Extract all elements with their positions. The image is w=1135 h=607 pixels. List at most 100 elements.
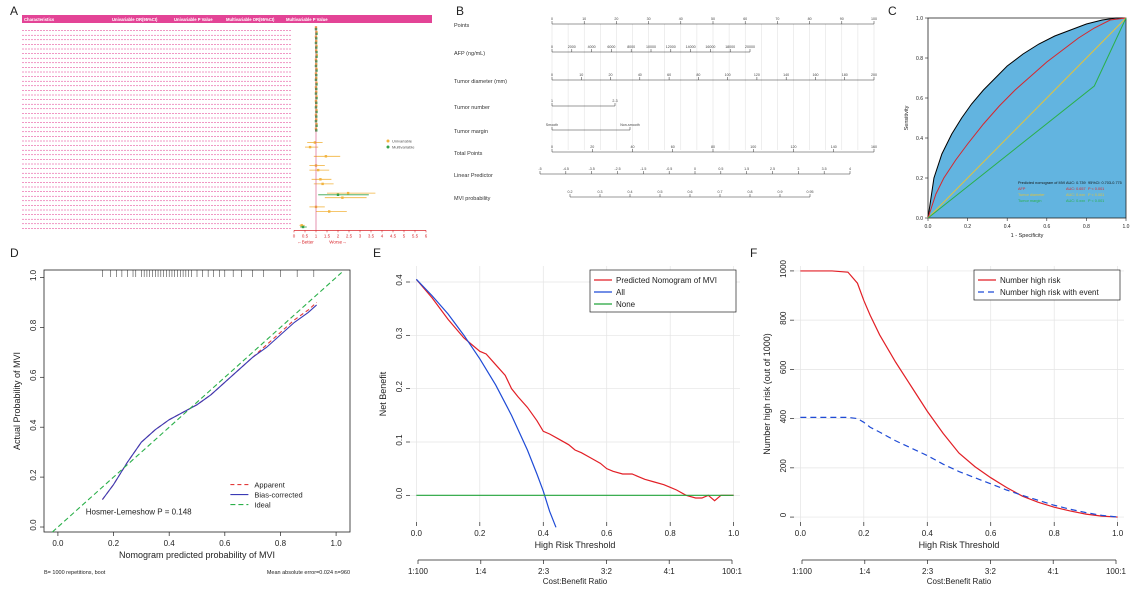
nomogram-tick-label: 0.9 — [778, 190, 783, 194]
plot-frame — [927, 17, 1127, 219]
y-tick-label: 0.1 — [395, 434, 404, 446]
roc-legend-name: Tumor margin — [1018, 199, 1042, 203]
nomogram-tick-label: 100 — [871, 17, 877, 21]
roc-legend-name: Predicted nomogram of MVI — [1018, 181, 1065, 185]
univariable-point — [315, 53, 318, 57]
nomogram-tick-label: 8000 — [627, 45, 635, 49]
roc-legend-p: P < 0.001 — [1088, 187, 1104, 191]
x-tick-label: 0.6 — [1043, 224, 1050, 230]
nomogram-tick-label: 50 — [711, 17, 715, 21]
footer-left: B= 1000 repetitions, boot — [44, 570, 106, 576]
multivariable-point — [315, 124, 318, 127]
nomogram-tick-label: 2-3 — [612, 99, 617, 103]
x-tick-label: 1.0 — [728, 529, 740, 538]
y-tick-label: 0.3 — [395, 327, 404, 339]
cost-axis-label: Cost:Benefit Ratio — [927, 577, 992, 586]
y-tick-label: 0.4 — [395, 274, 404, 286]
panel-d: 0.0 0.2 0.4 0.6 0.8 1.0 0.0 0.2 0.4 0.6 0.8 1.0 Nomo… — [6, 256, 366, 604]
multivariable-point — [315, 83, 318, 86]
header-band — [22, 15, 432, 23]
multivariable-point — [315, 55, 318, 58]
univariable-point — [324, 155, 328, 158]
nomogram-tick-label: 180 — [842, 73, 848, 77]
nomogram-tick-label: 0.8 — [748, 190, 753, 194]
y-tick-label: 0.8 — [916, 56, 923, 62]
y-tick-label: 0.2 — [916, 176, 923, 182]
nomogram-tick-label: 1 — [551, 99, 553, 103]
y-tick-label: 600 — [779, 360, 788, 374]
plot-frame — [43, 269, 351, 533]
series-line — [51, 272, 343, 533]
cost-tick-label: 2:3 — [538, 567, 550, 576]
legend-box — [589, 269, 737, 313]
nomogram-tick-label: 10 — [582, 17, 586, 21]
cost-tick-label: 2:3 — [922, 567, 934, 576]
roc-legend-name: Tumor diameter — [1018, 193, 1045, 197]
forest-tick-label: 4 — [381, 233, 384, 238]
forest-plot: Univariable OR(95%CI) Univariable P Value… — [22, 15, 432, 244]
x-tick-label: 0.2 — [474, 529, 486, 538]
univariable-point — [315, 30, 318, 34]
univariable-point — [328, 210, 331, 213]
forest-tick-label: 4.5 — [390, 233, 397, 238]
legend-label: All — [616, 288, 625, 297]
legend-label: Number high risk with event — [1000, 288, 1099, 297]
x-tick-label: 0.4 — [1004, 224, 1011, 230]
nomogram-tick-label: 80 — [696, 73, 700, 77]
nomogram-row-label: Linear Predictor — [454, 173, 493, 179]
cost-axis-label: Cost:Benefit Ratio — [543, 577, 608, 586]
legend-label: Ideal — [254, 501, 271, 510]
legend-univariable-label: Univariable — [392, 139, 413, 144]
cost-tick-label: 1:4 — [859, 567, 871, 576]
better-label: ←Better — [297, 239, 314, 244]
cost-tick-label: 1:100 — [408, 567, 429, 576]
worse-label: Worse→ — [329, 239, 346, 244]
x-tick-label: 0.6 — [985, 529, 997, 538]
nomogram-row-label: Total Points — [454, 151, 483, 157]
panel-e: 0.0 0.2 0.4 0.6 0.8 1.0 0.0 0.1 0.2 0.3 0.4 High Ri… — [368, 256, 748, 604]
x-tick-label: 0.0 — [411, 529, 423, 538]
nomogram-tick-label: 60 — [671, 145, 675, 149]
nomogram-tick-label: 40 — [638, 73, 642, 77]
nomogram-tick-label: 10000 — [646, 45, 656, 49]
forest-tick-label: 1 — [315, 233, 318, 238]
nomogram-tick-label: 0 — [551, 145, 553, 149]
column-header: Univariable OR(95%CI) — [112, 17, 158, 22]
nomogram-row-label: MVI probability — [454, 196, 491, 202]
series-line — [800, 270, 1118, 518]
nomogram-tick-label: 120 — [791, 145, 797, 149]
x-tick-label: 0.2 — [858, 529, 870, 538]
legend-multivariable-marker — [386, 145, 390, 149]
y-axis-label: Net Benefit — [378, 371, 388, 416]
panel-label-e: E — [373, 246, 382, 260]
nomogram-tick-label: 12000 — [666, 45, 676, 49]
roc-chart: 0.0 0.2 0.4 0.6 0.8 1.0 0.0 0.2 0.4 0.6 0.8 1.0 1 - … — [904, 16, 1130, 239]
nomogram-tick-label: 20000 — [745, 45, 755, 49]
y-tick-label: 0.0 — [395, 487, 404, 499]
nomogram-tick-label: 100 — [725, 73, 731, 77]
y-tick-label: 1000 — [779, 259, 788, 277]
y-tick-label: 0.2 — [29, 469, 38, 481]
x-tick-label: 0.4 — [922, 529, 934, 538]
y-axis-label: Actual Probability of MVI — [12, 352, 22, 450]
univariable-point — [315, 109, 318, 112]
nomogram-row-label: Tumor diameter (mm) — [454, 79, 507, 85]
nomogram-tick-label: 16000 — [705, 45, 715, 49]
forest-tick-label: 6 — [425, 233, 428, 238]
nomogram-tick-label: 0.7 — [718, 190, 723, 194]
x-tick-label: 0.6 — [601, 529, 613, 538]
panel-a: Univariable OR(95%CI) Univariable P Value… — [22, 14, 432, 246]
forest-tick-label: 5.5 — [412, 233, 419, 238]
nomogram-tick-label: -3.5 — [589, 167, 595, 171]
univariable-point — [313, 141, 317, 144]
nomogram-tick-label: -1.5 — [640, 167, 646, 171]
nomogram-row-label: Points — [454, 23, 470, 29]
univariable-point — [315, 44, 318, 48]
nomogram-tick-label: 20 — [590, 145, 594, 149]
x-tick-label: 1.0 — [1123, 224, 1130, 230]
legend-label: None — [616, 300, 636, 309]
nomogram-tick-label: -0.5 — [666, 167, 672, 171]
panel-label-b: B — [456, 4, 465, 18]
y-tick-label: 1.0 — [916, 16, 923, 22]
y-tick-label: 0.4 — [916, 136, 923, 142]
